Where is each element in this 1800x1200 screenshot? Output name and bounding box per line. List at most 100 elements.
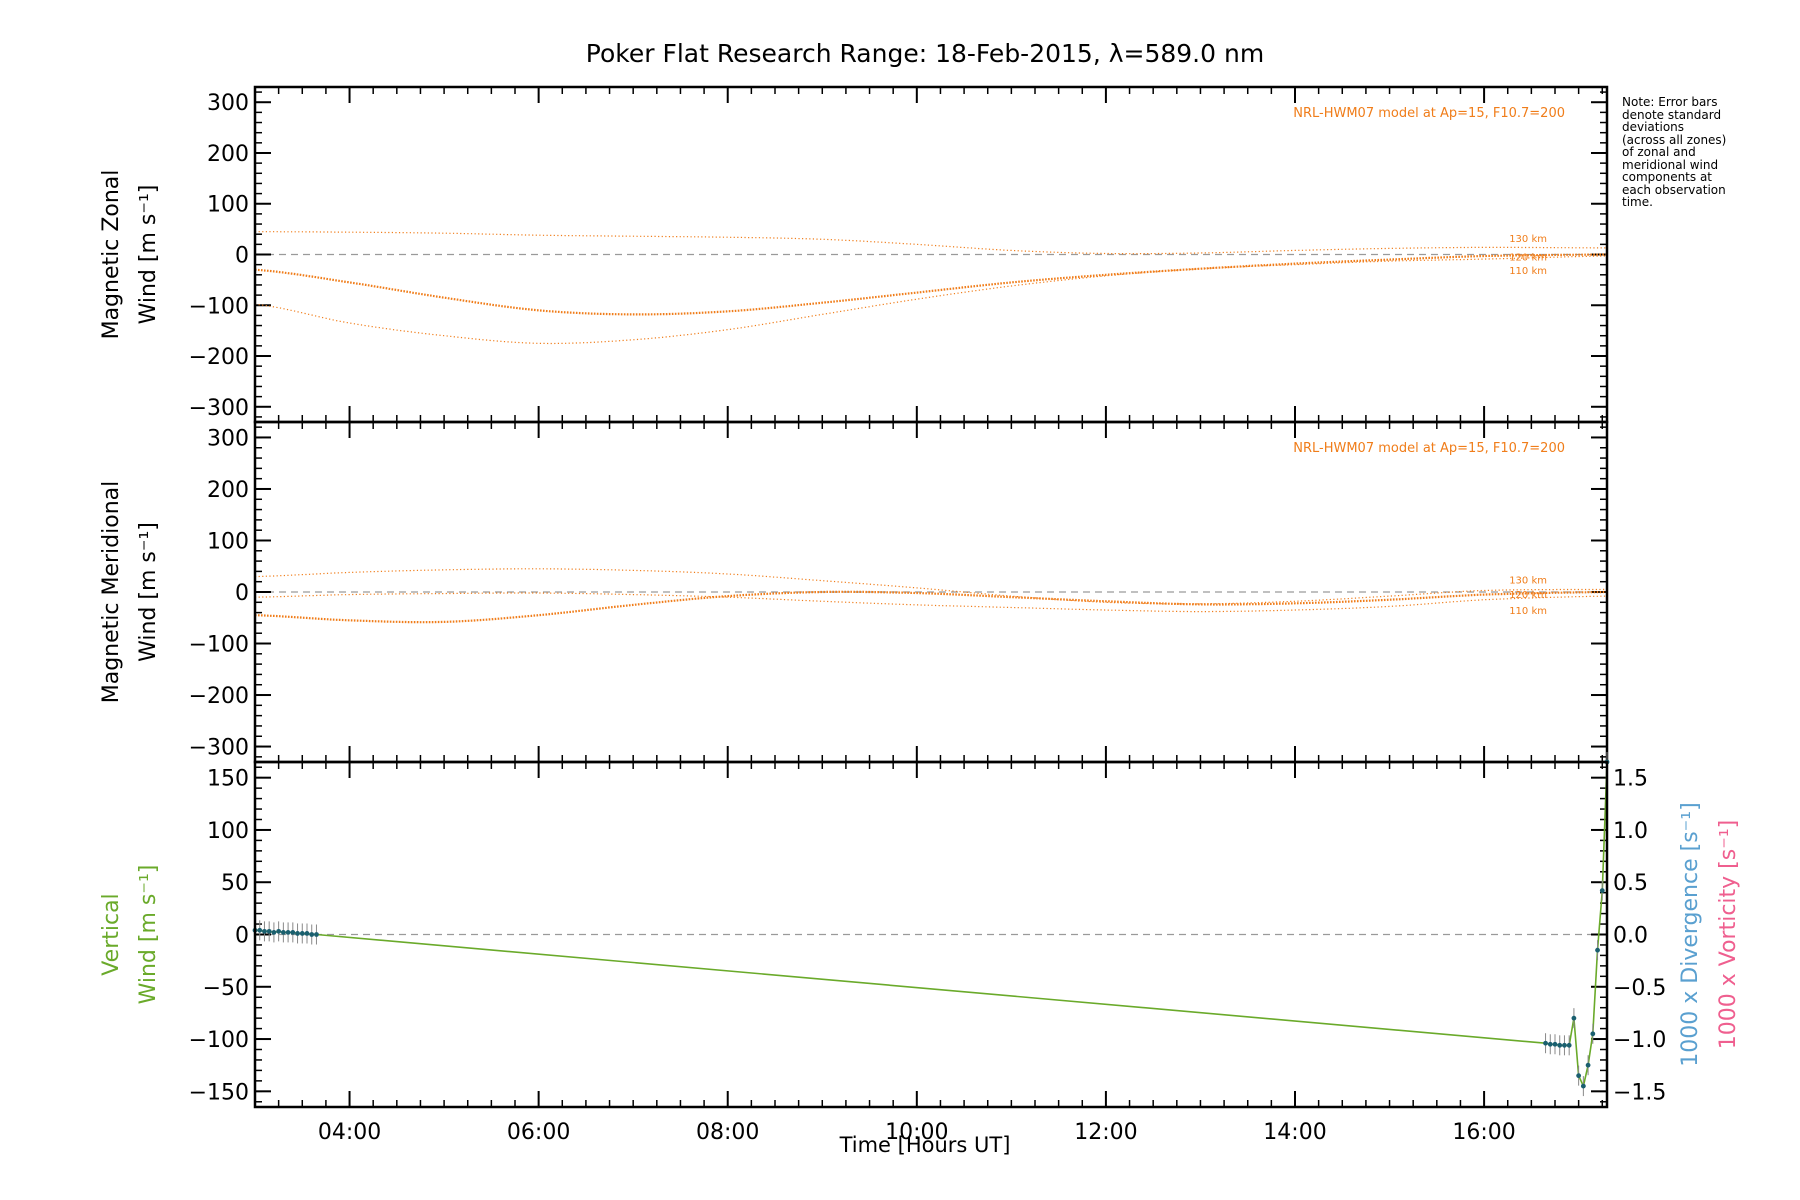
y-tick-label: 300 xyxy=(207,91,249,116)
y-tick-label: −50 xyxy=(203,976,249,1001)
y-tick-label: 150 xyxy=(207,767,249,792)
model-label: NRL-HWM07 model at Ap=15, F10.7=200 xyxy=(1293,441,1565,456)
note-line: meridional wind xyxy=(1622,157,1719,172)
data-point xyxy=(1585,1062,1591,1068)
data-point xyxy=(1599,888,1605,893)
y2-tick-label: 0.5 xyxy=(1613,871,1648,896)
x-tick-label: 14:00 xyxy=(1263,1120,1326,1145)
altitude-label: 120 km xyxy=(1509,590,1547,601)
x-tick-label: 12:00 xyxy=(1074,1120,1137,1145)
y-tick-label: −100 xyxy=(189,633,249,658)
data-point xyxy=(257,927,263,933)
y-tick-label: −100 xyxy=(189,294,249,319)
chart-title: Poker Flat Research Range: 18-Feb-2015, … xyxy=(586,39,1264,68)
data-point xyxy=(314,932,319,937)
vorticity-axis-label: 1000 x Vorticity [s⁻¹] xyxy=(1716,820,1741,1050)
data-point xyxy=(1552,1041,1558,1047)
note-line: each observation xyxy=(1622,182,1726,197)
altitude-label: 120 km xyxy=(1509,253,1547,264)
note-line: components at xyxy=(1622,170,1713,184)
data-point xyxy=(290,930,296,935)
y-axis-label-line1: Magnetic Zonal xyxy=(99,170,124,340)
y-tick-label: 0 xyxy=(235,244,249,269)
y-tick-label: −100 xyxy=(189,1028,249,1053)
y-tick-label: −200 xyxy=(189,684,249,709)
data-point xyxy=(266,928,272,934)
y-tick-label: 0 xyxy=(235,581,249,606)
panel-1: −300 −200 −100 0 100 200 300 Magnetic Zonal Wind… xyxy=(99,85,1609,424)
error-bar-note: Note: Error bars denote standard deviati… xyxy=(1622,96,1787,209)
x-tick-label: 08:00 xyxy=(696,1120,759,1145)
y-tick-label: 0 xyxy=(235,924,249,949)
data-point xyxy=(1595,947,1600,953)
x-axis-label: Time [Hours UT] xyxy=(839,1133,1011,1157)
y2-tick-label: −1.5 xyxy=(1613,1080,1666,1105)
panel-2: −300 −200 −100 0 100 200 300 Magnetic Meridiona… xyxy=(99,420,1609,764)
altitude-label: 110 km xyxy=(1509,266,1547,277)
data-point xyxy=(1576,1073,1582,1079)
data-point xyxy=(1590,1031,1596,1037)
y-axis-label-line2: Wind [m s⁻¹] xyxy=(136,522,161,662)
data-point xyxy=(1562,1042,1567,1048)
model-line-110-km xyxy=(254,255,1607,345)
panel-frame xyxy=(253,760,1609,1109)
model-label: NRL-HWM07 model at Ap=15, F10.7=200 xyxy=(1293,106,1565,121)
y-axis-label-line2: Wind [m s⁻¹] xyxy=(136,865,161,1005)
y2-tick-label: −1.0 xyxy=(1613,1028,1666,1053)
x-tick-label: 06:00 xyxy=(507,1120,570,1145)
data-point xyxy=(299,931,305,936)
y-tick-label: 100 xyxy=(207,819,249,844)
data-point xyxy=(309,932,315,937)
note-line: of zonal and xyxy=(1622,145,1696,159)
y2-tick-label: 1.5 xyxy=(1613,767,1648,792)
model-line-120-km xyxy=(254,253,1607,316)
model-line-130-km xyxy=(255,231,1607,255)
data-point xyxy=(271,930,277,935)
model-line-130-km xyxy=(255,568,1607,605)
panel-3: −150 −100 −50 0 50 100 150 −1.5 −1.0 −0.5 0.0 0.5 1.… xyxy=(99,752,1741,1109)
model-line-120-km xyxy=(255,590,1607,624)
y-tick-label: −150 xyxy=(189,1080,249,1105)
data-point xyxy=(285,930,291,935)
data-point xyxy=(1566,1042,1572,1048)
x-tick-label: 16:00 xyxy=(1452,1120,1515,1145)
data-point xyxy=(276,928,282,934)
data-point xyxy=(1543,1040,1548,1046)
x-tick-label: 04:00 xyxy=(318,1120,381,1145)
y2-tick-label: 0.0 xyxy=(1613,924,1648,949)
note-line: Note: Error bars xyxy=(1622,95,1718,109)
y-axis-label-line2: Wind [m s⁻¹] xyxy=(136,185,161,325)
data-point xyxy=(1571,1015,1577,1021)
y-tick-label: −200 xyxy=(189,345,249,370)
model-line-110-km xyxy=(254,592,1607,613)
divergence-axis-label: 1000 x Divergence [s⁻¹] xyxy=(1678,802,1703,1066)
data-point xyxy=(1547,1041,1553,1047)
y2-tick-label: 1.0 xyxy=(1613,819,1648,844)
vertical-wind-line xyxy=(255,761,1608,1089)
altitude-label: 110 km xyxy=(1509,606,1547,617)
data-point xyxy=(295,931,300,936)
y-tick-label: 100 xyxy=(207,193,249,218)
altitude-label: 130 km xyxy=(1509,575,1547,586)
y-tick-label: 200 xyxy=(207,142,249,167)
y-tick-label: 100 xyxy=(207,529,249,554)
y-tick-label: 50 xyxy=(221,871,249,896)
x-tick-label: 10:00 xyxy=(885,1120,948,1145)
note-line: time. xyxy=(1622,195,1653,209)
y-tick-label: 300 xyxy=(207,426,249,451)
y-tick-label: −300 xyxy=(189,736,249,761)
data-point xyxy=(280,930,286,935)
y-axis-label-line1: Vertical xyxy=(99,893,124,975)
y-axis-label-line1: Magnetic Meridional xyxy=(99,481,124,703)
data-point xyxy=(304,931,310,936)
note-line: (across all zones) xyxy=(1622,132,1727,147)
data-point xyxy=(1557,1042,1563,1048)
y2-tick-label: −0.5 xyxy=(1613,976,1666,1001)
y-tick-label: −300 xyxy=(189,396,249,421)
note-line: denote standard xyxy=(1622,107,1722,122)
y-tick-label: 200 xyxy=(207,478,249,503)
data-point xyxy=(1580,1083,1586,1089)
note-line: deviations xyxy=(1622,120,1685,134)
data-point xyxy=(262,928,267,934)
